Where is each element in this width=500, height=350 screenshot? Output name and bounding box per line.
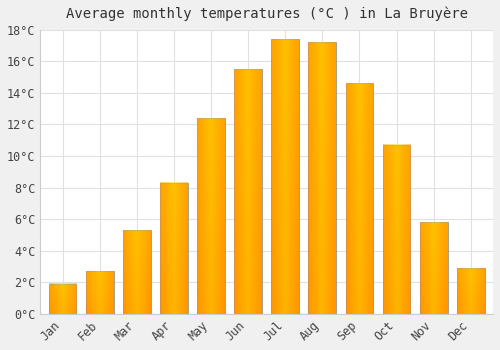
Bar xyxy=(308,42,336,314)
Bar xyxy=(160,183,188,314)
Bar xyxy=(457,268,484,314)
Bar xyxy=(86,271,114,314)
Bar xyxy=(234,69,262,314)
Bar xyxy=(346,83,374,314)
Bar xyxy=(420,222,448,314)
Bar xyxy=(272,39,299,314)
Bar xyxy=(123,230,150,314)
Bar xyxy=(382,145,410,314)
Bar xyxy=(197,118,225,314)
Bar xyxy=(48,284,76,314)
Title: Average monthly temperatures (°C ) in La Bruyère: Average monthly temperatures (°C ) in La… xyxy=(66,7,468,21)
